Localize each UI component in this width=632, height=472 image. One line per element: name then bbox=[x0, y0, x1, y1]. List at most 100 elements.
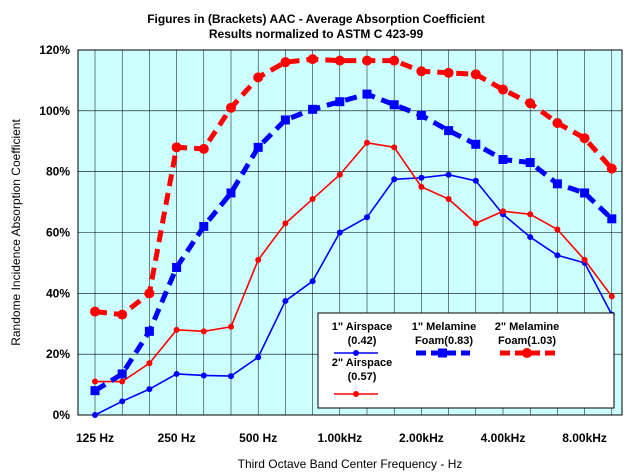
data-point bbox=[172, 262, 182, 272]
data-point bbox=[334, 55, 345, 66]
data-point bbox=[472, 220, 479, 227]
data-point bbox=[173, 370, 180, 377]
data-point bbox=[117, 309, 128, 320]
data-point bbox=[389, 55, 400, 66]
data-point bbox=[282, 220, 289, 227]
data-point bbox=[253, 72, 264, 83]
x-tick-label: 125 Hz bbox=[76, 431, 114, 445]
data-point bbox=[90, 386, 100, 396]
data-point bbox=[581, 256, 588, 263]
series-line-0 bbox=[94, 173, 613, 416]
data-point bbox=[307, 54, 318, 65]
x-tick-label: 8.00kHz bbox=[562, 431, 607, 445]
data-point bbox=[226, 188, 236, 198]
legend bbox=[317, 312, 615, 409]
data-point bbox=[90, 306, 100, 317]
series-group bbox=[90, 54, 617, 418]
data-point bbox=[389, 100, 399, 110]
data-point bbox=[444, 126, 454, 136]
data-point bbox=[606, 163, 617, 174]
data-point bbox=[228, 373, 234, 380]
y-tick-label: 120% bbox=[39, 43, 70, 57]
series-line-2 bbox=[93, 91, 614, 393]
data-point bbox=[525, 158, 535, 168]
data-point bbox=[144, 326, 154, 336]
data-point bbox=[200, 372, 207, 379]
data-point bbox=[119, 378, 126, 385]
data-point bbox=[117, 369, 127, 379]
data-point bbox=[336, 171, 343, 178]
data-point bbox=[416, 66, 427, 77]
data-point bbox=[472, 177, 479, 184]
data-point bbox=[554, 252, 561, 259]
x-tick-label: 250 Hz bbox=[158, 431, 196, 445]
data-point bbox=[226, 102, 236, 113]
data-point bbox=[498, 84, 508, 95]
legend-marker-2in-melamine bbox=[522, 348, 532, 358]
data-point bbox=[471, 139, 481, 149]
x-tick-label: 500 Hz bbox=[239, 431, 277, 445]
data-point bbox=[255, 256, 262, 263]
data-point bbox=[445, 196, 452, 203]
data-point bbox=[525, 98, 536, 109]
data-point bbox=[445, 171, 452, 178]
data-point bbox=[418, 183, 425, 190]
data-point bbox=[470, 69, 481, 80]
data-point bbox=[119, 398, 126, 405]
data-point bbox=[173, 326, 180, 333]
legend-box bbox=[317, 312, 615, 409]
data-point bbox=[527, 234, 534, 241]
data-point bbox=[282, 297, 289, 304]
data-point bbox=[416, 110, 426, 120]
y-tick-label: 60% bbox=[46, 226, 70, 240]
data-point bbox=[443, 67, 454, 78]
data-point bbox=[527, 211, 534, 218]
data-point bbox=[198, 143, 209, 154]
legend-label-2in-melamine: 2" Melamine Foam(1.03) bbox=[494, 321, 560, 347]
data-point bbox=[336, 229, 343, 236]
chart-title: Figures in (Brackets) AAC - Average Abso… bbox=[147, 12, 485, 26]
data-point bbox=[364, 139, 370, 146]
data-point bbox=[255, 354, 262, 361]
data-point bbox=[200, 328, 207, 335]
y-tick-label: 0% bbox=[53, 408, 71, 422]
data-point bbox=[308, 104, 318, 114]
data-point bbox=[418, 174, 425, 181]
x-tick-label: 2.00kHz bbox=[399, 431, 444, 445]
data-point bbox=[580, 188, 590, 198]
y-tick-label: 40% bbox=[46, 286, 70, 300]
data-point bbox=[92, 378, 98, 385]
legend-label-2in-airspace: 2" Airspace (0.57) bbox=[331, 357, 393, 383]
chart-subtitle: Results normalized to ASTM C 423-99 bbox=[208, 27, 424, 41]
data-point bbox=[171, 142, 182, 153]
data-point bbox=[362, 89, 372, 99]
data-point bbox=[146, 360, 153, 367]
series-line-1 bbox=[95, 141, 613, 383]
data-point bbox=[228, 323, 234, 330]
data-point bbox=[391, 144, 398, 151]
x-tick-label: 1.00kHz bbox=[317, 431, 362, 445]
legend-label-1in-melamine: 1" Melamine Foam(0.83) bbox=[411, 321, 477, 347]
x-axis-title: Third Octave Band Center Frequency - Hz bbox=[238, 457, 463, 471]
data-point bbox=[335, 97, 345, 107]
data-point bbox=[146, 386, 153, 393]
legend-marker-2in-airspace bbox=[353, 391, 359, 397]
data-point bbox=[552, 118, 563, 128]
data-point bbox=[607, 214, 617, 224]
data-point bbox=[92, 412, 98, 418]
y-tick-label: 100% bbox=[39, 104, 70, 118]
y-tick-label: 20% bbox=[46, 347, 70, 361]
data-point bbox=[362, 55, 372, 66]
data-point bbox=[309, 278, 316, 285]
data-point bbox=[391, 176, 398, 183]
x-tick-label: 4.00kHz bbox=[481, 431, 526, 445]
data-point bbox=[554, 226, 561, 233]
data-point bbox=[309, 196, 316, 203]
data-point bbox=[608, 293, 615, 300]
y-tick-label: 80% bbox=[46, 165, 70, 179]
data-point bbox=[253, 142, 263, 152]
data-point bbox=[498, 155, 508, 164]
data-point bbox=[364, 214, 370, 221]
y-axis-title: Randome Incidence Absorption Coefficient bbox=[9, 119, 23, 346]
